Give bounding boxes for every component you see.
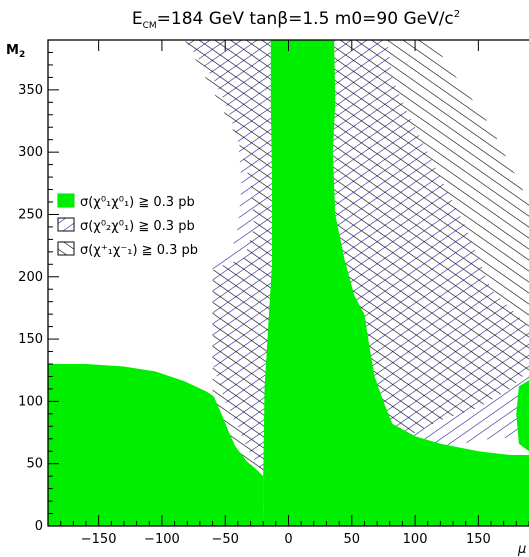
plot-frame: [47, 39, 529, 527]
y-tick-label: 100: [18, 394, 43, 409]
legend-label-1: σ(χ⁰₂χ⁰₁) ≧ 0.3 pb: [80, 219, 195, 234]
x-tick-label: −100: [144, 532, 180, 547]
chi01-chi01-region-2: [396, 473, 529, 526]
x-axis-label: μ: [517, 542, 526, 557]
legend-label-0: σ(χ⁰₁χ⁰₁) ≧ 0.3 pb: [80, 195, 195, 210]
legend-label-2: σ(χ⁺₁χ⁻₁) ≧ 0.3 pb: [80, 243, 198, 258]
chi01-chi01-region-0: [48, 364, 264, 526]
x-tick-label: 150: [466, 532, 491, 547]
legend-swatch-1: [57, 217, 75, 232]
y-axis-label: M2: [6, 43, 25, 60]
regions-layer: [48, 40, 529, 526]
y-tick-label: 250: [18, 207, 43, 222]
chi01-chi01-region-1: [263, 40, 529, 526]
x-tick-label: 0: [284, 532, 292, 547]
x-tick-label: −50: [211, 532, 238, 547]
y-tick-label: 150: [18, 332, 43, 347]
chi01-chi01-region-3: [516, 380, 529, 452]
x-tick-label: −150: [81, 532, 117, 547]
y-tick-label: 0: [35, 519, 43, 534]
y-tick-label: 350: [18, 83, 43, 98]
chart-title: ECM=184 GeV tanβ=1.5 m0=90 GeV/c2: [132, 9, 460, 31]
y-tick-label: 50: [26, 457, 43, 472]
legend: σ(χ⁰₁χ⁰₁) ≧ 0.3 pb σ(χ⁰₂χ⁰₁) ≧ 0.3 pb σ(χ⁺…: [57, 193, 198, 258]
axes-layer: −150 −100 −50 0 50 100 150 0 50 100 150 200 250 300 35…: [18, 40, 529, 547]
y-tick-label: 200: [18, 270, 43, 285]
legend-swatch-2: [57, 241, 75, 256]
legend-swatch-0: [57, 193, 75, 208]
x-tick-label: 50: [344, 532, 361, 547]
y-tick-label: 300: [18, 145, 43, 160]
x-tick-label: 100: [403, 532, 428, 547]
